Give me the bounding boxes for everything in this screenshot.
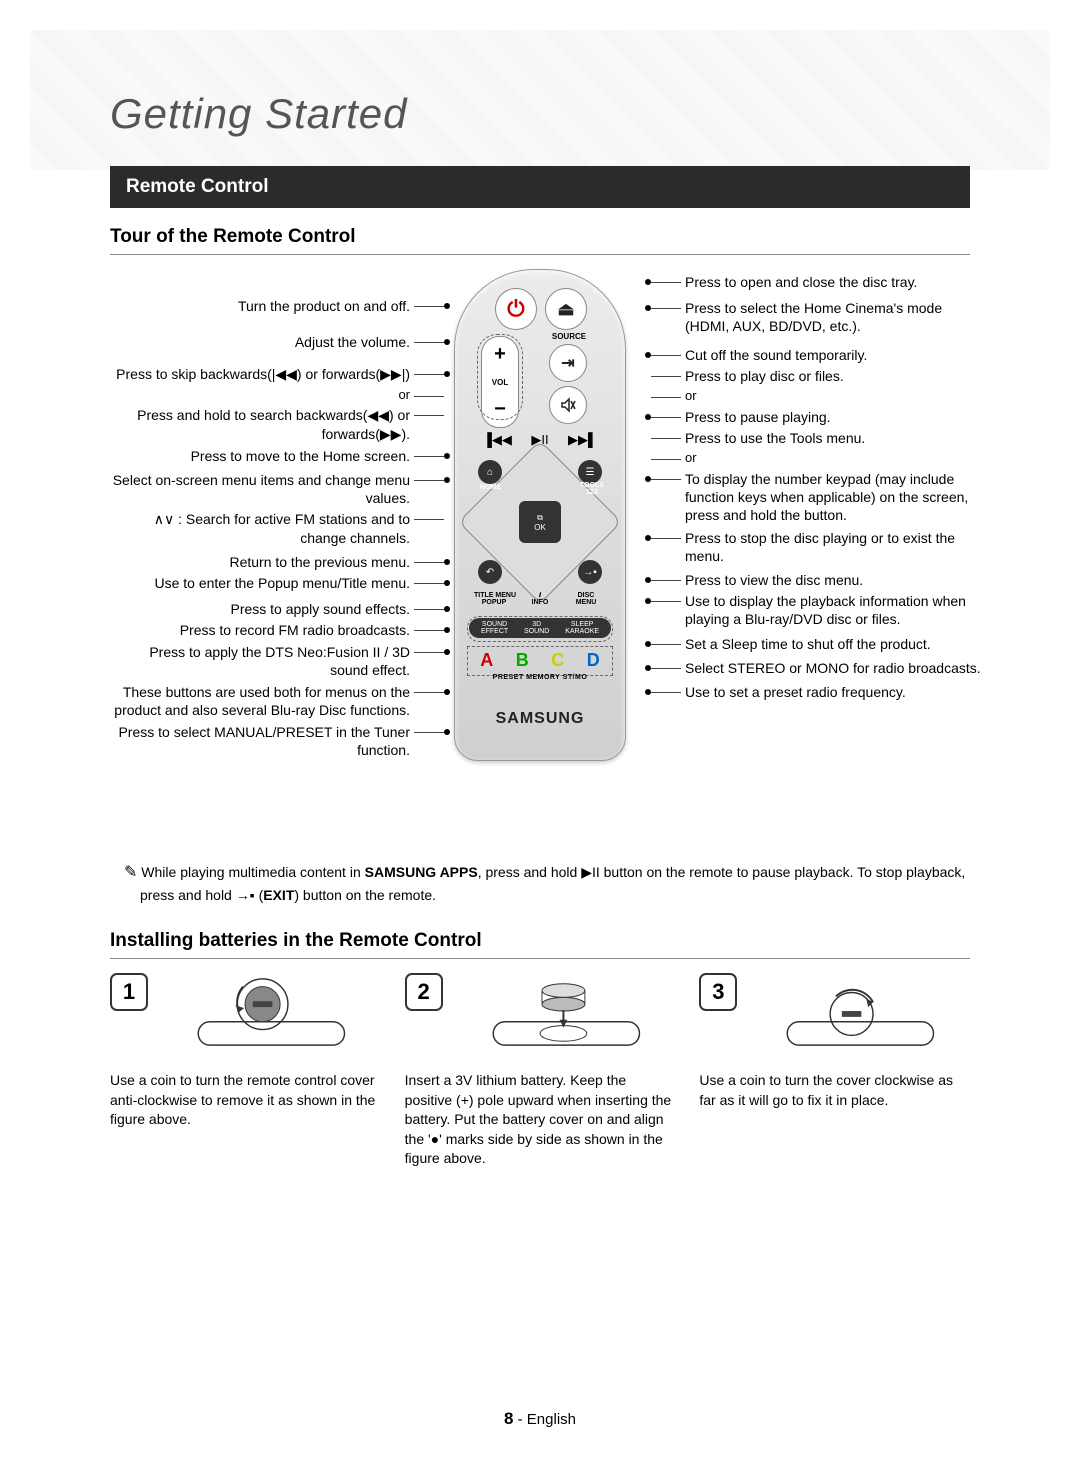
- ok-button: ⧉OK: [519, 501, 561, 543]
- label-skip-or: or: [110, 387, 410, 404]
- title-menu-btn: TITLE MENU POPUP: [474, 592, 514, 606]
- label-dts: Press to apply the DTS Neo:Fusion II / 3…: [110, 643, 410, 679]
- divider: [110, 254, 970, 255]
- label-abcd: These buttons are used both for menus on…: [110, 683, 410, 719]
- label-record: Press to record FM radio broadcasts.: [110, 621, 410, 639]
- eject-button: ⏏: [545, 288, 587, 330]
- label-stop: Press to stop the disc playing or to exi…: [685, 529, 985, 565]
- battery-steps: 1 Use a coin to turn the remote control …: [110, 973, 970, 1169]
- label-memory: Use to set a preset radio frequency.: [685, 683, 985, 701]
- brand-logo: SAMSUNG: [455, 710, 625, 728]
- step-2-illustration: [459, 973, 676, 1051]
- label-popup: Use to enter the Popup menu/Title menu.: [110, 574, 410, 592]
- step-3-illustration: [753, 973, 970, 1051]
- step-2-text: Insert a 3V lithium battery. Keep the po…: [405, 1071, 676, 1169]
- label-sleep: Set a Sleep time to shut off the product…: [685, 635, 985, 653]
- label-skip: Press to skip backwards(|◀◀) or forwards…: [110, 365, 410, 383]
- fx-highlight: [467, 616, 613, 642]
- mute-button: [549, 386, 587, 424]
- home-corner: ⌂: [478, 460, 502, 484]
- label-tools: Press to use the Tools menu.: [685, 429, 985, 447]
- prev-icon: ▐◀◀: [483, 432, 512, 456]
- disc-menu-btn: DISC MENU: [566, 592, 606, 606]
- label-search: Press and hold to search backwards(◀◀) o…: [110, 406, 410, 442]
- page-footer: 8 - English: [0, 1409, 1080, 1429]
- label-return: Return to the previous menu.: [110, 553, 410, 571]
- label-eject: Press to open and close the disc tray.: [685, 273, 985, 291]
- tools-label: TOOLS 123: [580, 482, 604, 496]
- remote-diagram: Turn the product on and off. Adjust the …: [110, 269, 970, 849]
- label-tools-or: or: [685, 450, 985, 467]
- divider-2: [110, 958, 970, 959]
- label-pause: Press to pause playing.: [685, 408, 985, 426]
- label-play-or: or: [685, 388, 985, 405]
- step-1-text: Use a coin to turn the remote control co…: [110, 1071, 381, 1130]
- subheading-batteries: Installing batteries in the Remote Contr…: [110, 930, 970, 952]
- step-1-illustration: [164, 973, 381, 1051]
- label-play: Press to play disc or files.: [685, 367, 985, 385]
- label-mute: Cut off the sound temporarily.: [685, 346, 985, 364]
- remote-body: ⏻ ⏏ SOURCE ⇥ + VOL − ▐◀◀ ▶II ▶▶▌: [454, 269, 626, 761]
- label-source: Press to select the Home Cinema's mode (…: [685, 299, 985, 335]
- step-3: 3 Use a coin to turn the cover clockwise…: [699, 973, 970, 1169]
- power-button: ⏻: [495, 288, 537, 330]
- nav-pad: ⌂ ☰ ↶ →▪ HOME TOOLS 123 ⧉OK: [482, 464, 598, 580]
- label-stereo: Select STEREO or MONO for radio broadcas…: [685, 659, 985, 677]
- label-fm: ∧∨ : Search for active FM stations and t…: [110, 510, 410, 546]
- subheading-tour: Tour of the Remote Control: [110, 226, 970, 248]
- info-btn: 𝒊 INFO: [520, 592, 560, 606]
- tools-corner: ☰: [578, 460, 602, 484]
- label-discmenu: Press to view the disc menu.: [685, 571, 985, 589]
- return-corner: ↶: [478, 560, 502, 584]
- label-home: Press to move to the Home screen.: [110, 447, 410, 465]
- step-1: 1 Use a coin to turn the remote control …: [110, 973, 381, 1169]
- label-power: Turn the product on and off.: [110, 297, 410, 315]
- note-icon: ✎: [124, 864, 137, 881]
- chapter-title: Getting Started: [110, 90, 970, 138]
- label-keypad: To display the number keypad (may includ…: [685, 470, 985, 525]
- step-3-number: 3: [699, 973, 737, 1011]
- exit-corner: →▪: [578, 560, 602, 584]
- mute-icon: [560, 397, 576, 413]
- label-info: Use to display the playback information …: [685, 592, 985, 628]
- step-1-number: 1: [110, 973, 148, 1011]
- note: ✎ While playing multimedia content in SA…: [110, 861, 970, 906]
- step-2: 2 Insert a 3V lithium battery.: [405, 973, 676, 1169]
- source-label: SOURCE: [549, 332, 589, 341]
- abcd-sublabels: PRESET MEMORY ST/MO: [469, 674, 611, 681]
- section-header: Remote Control: [110, 166, 970, 208]
- step-2-number: 2: [405, 973, 443, 1011]
- label-volume: Adjust the volume.: [110, 333, 410, 351]
- label-nav: Select on-screen menu items and change m…: [110, 471, 410, 507]
- info-button-row: TITLE MENU POPUP 𝒊 INFO DISC MENU: [455, 592, 625, 606]
- abcd-highlight: [467, 646, 613, 676]
- home-label: HOME: [480, 484, 501, 491]
- volume-highlight: [477, 334, 523, 420]
- step-3-text: Use a coin to turn the cover clockwise a…: [699, 1071, 970, 1110]
- label-preset: Press to select MANUAL/PRESET in the Tun…: [110, 723, 410, 759]
- label-sound-fx: Press to apply sound effects.: [110, 600, 410, 618]
- source-button: ⇥: [549, 344, 587, 382]
- next-icon: ▶▶▌: [568, 432, 597, 456]
